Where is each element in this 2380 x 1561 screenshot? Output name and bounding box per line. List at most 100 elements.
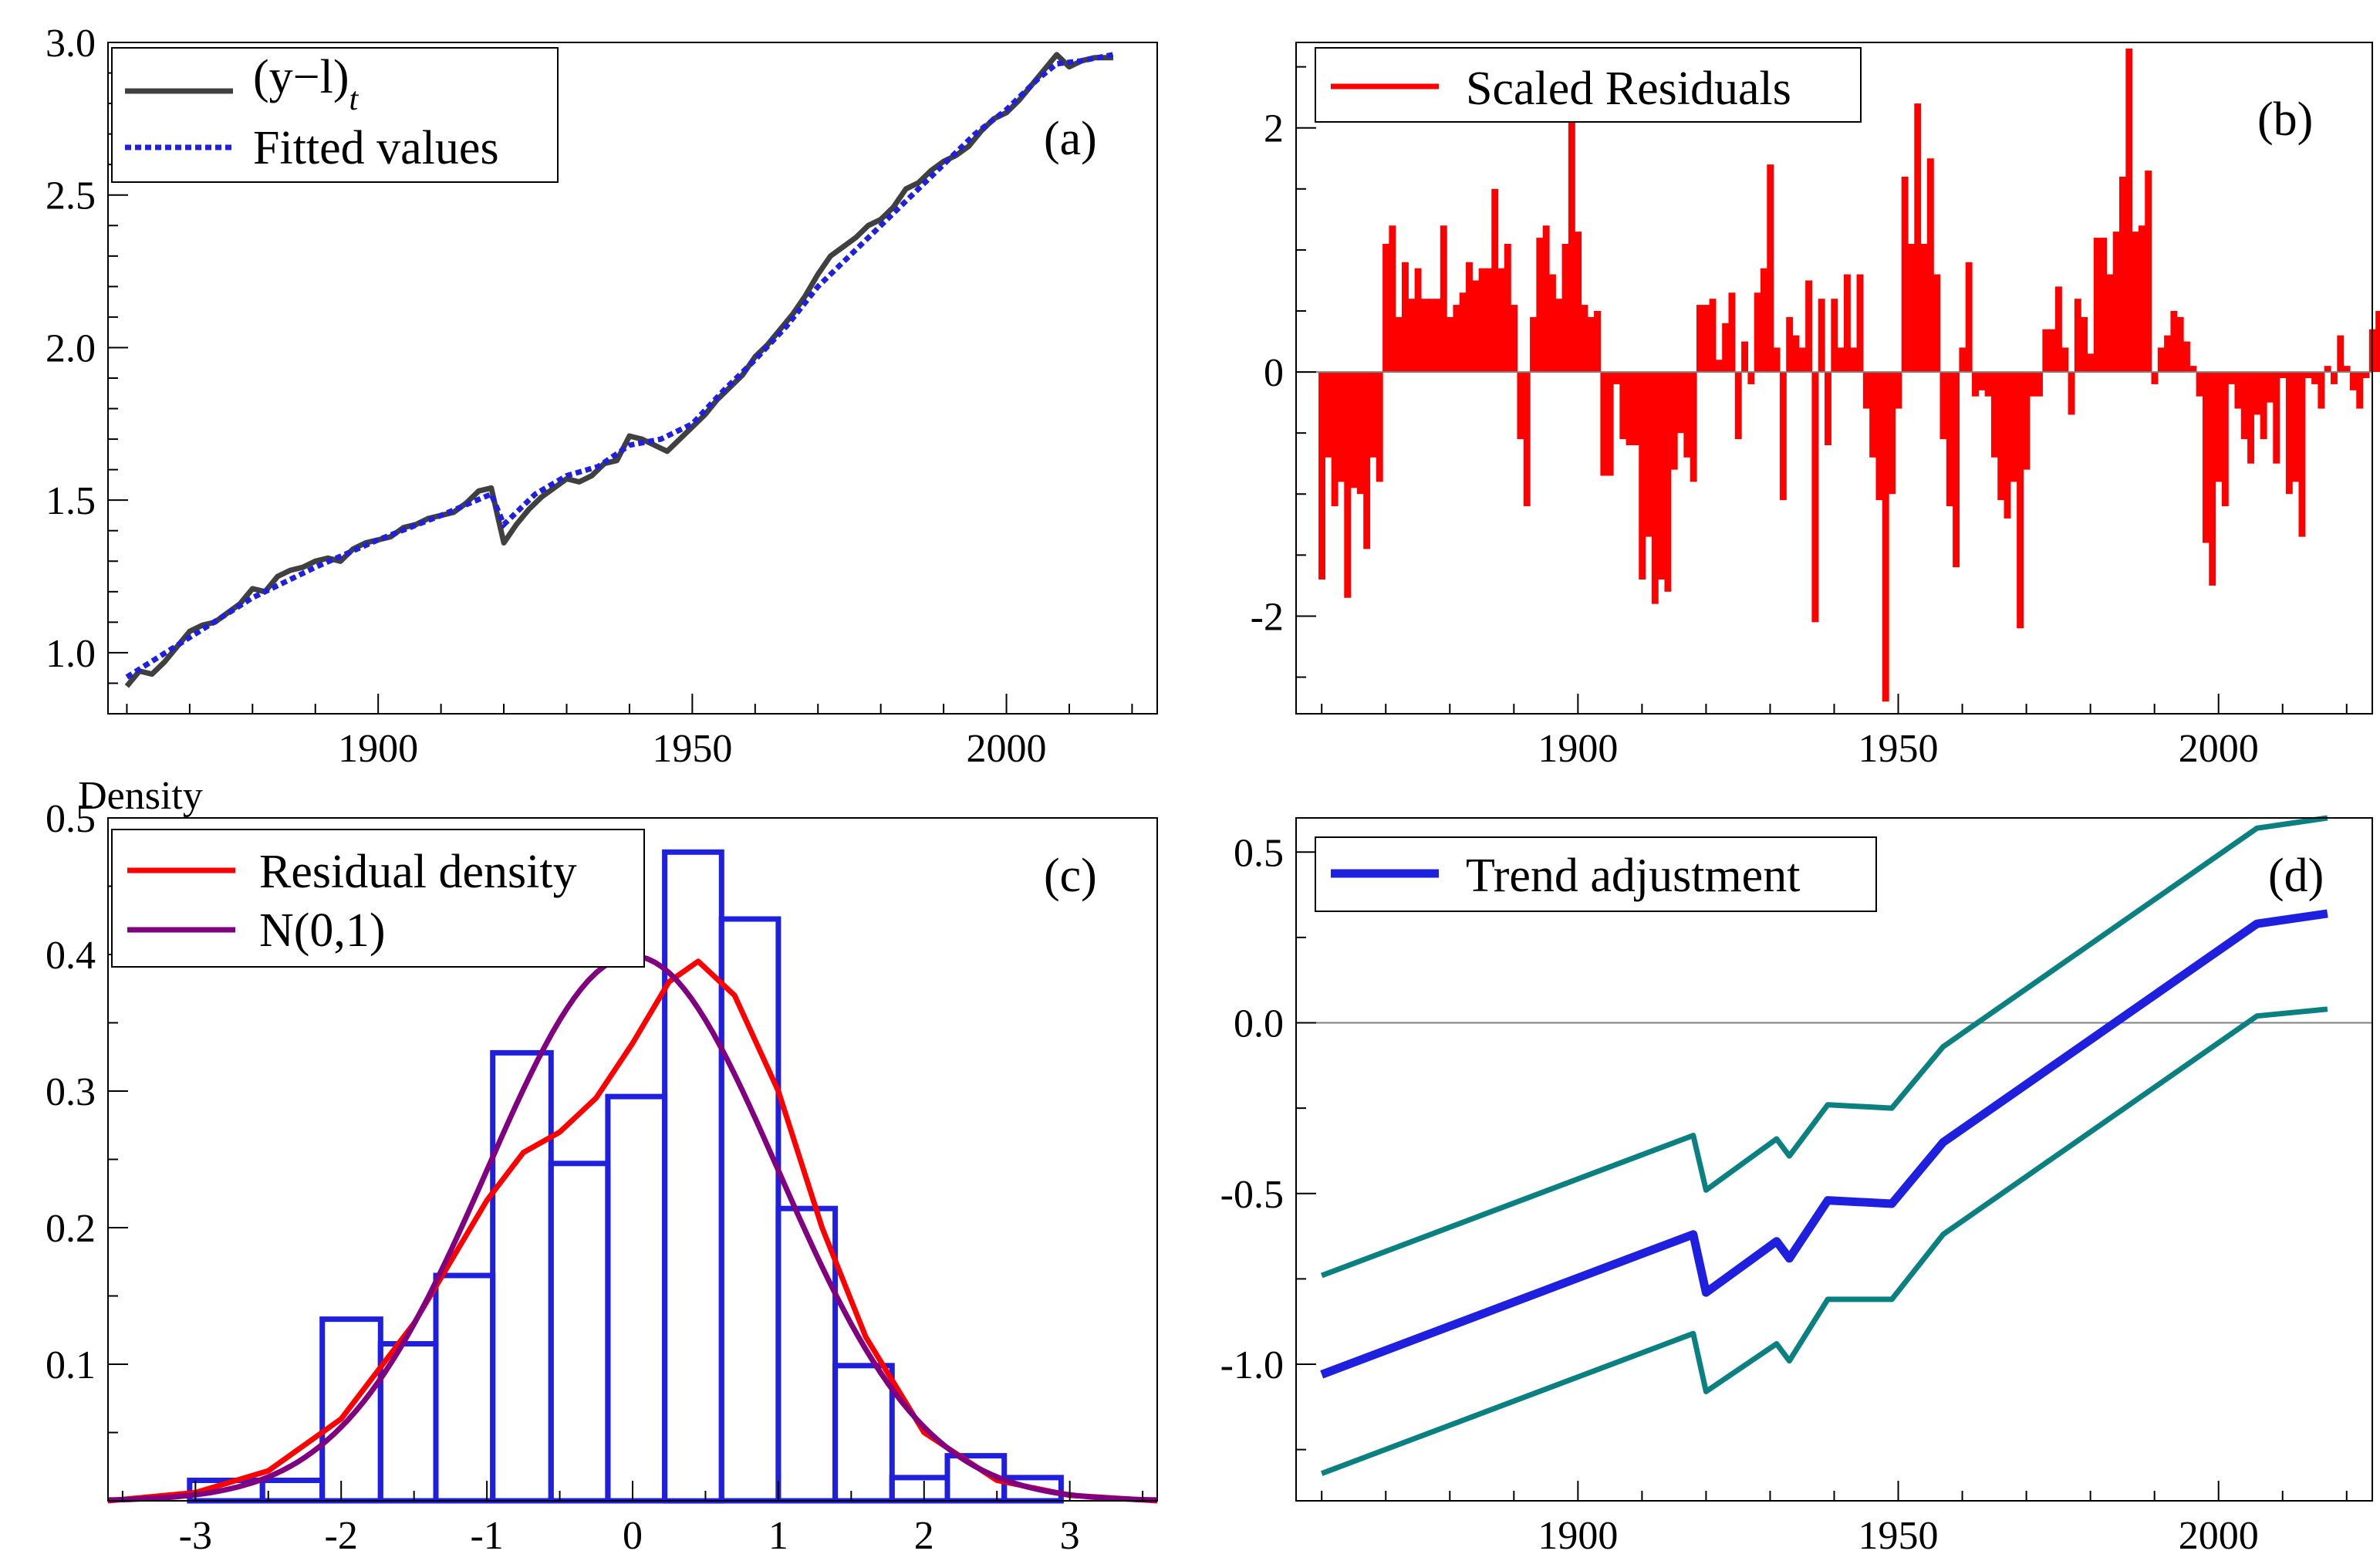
histogram-bar [548,1161,611,1504]
residual-bar [1984,372,1992,397]
residual-bar [2318,372,2325,409]
residual-bar [2343,366,2351,373]
panel-d-legend-box [1315,836,1877,912]
residual-bar [2119,177,2126,373]
residual-bar [1792,335,1800,373]
series-line-fitted [125,52,1114,680]
panel-c-y-tick-label: 0.3 [46,1070,96,1114]
residual-bar [1542,225,1550,373]
panel-a-legend-observed-subscript: t [349,82,359,117]
residual-bar [1741,341,1748,373]
residual-bar [1798,347,1806,373]
panel-c-y-tick-label: 0.4 [46,934,96,978]
residual-bar [2125,48,2133,373]
panel-c-x-tick-label: -2 [325,1514,358,1558]
residual-bar [1862,372,1870,409]
residual-bar [1664,372,1672,592]
residual-bar [2196,372,2203,397]
residual-bar [1715,360,1723,373]
residual-bar [1619,372,1627,440]
residual-bar [2164,335,2172,373]
histogram-bar [259,1478,326,1504]
residual-bar [1920,244,1928,373]
residual-bar [1344,372,1352,598]
residual-bar [1953,372,1960,568]
residual-bar [1600,372,1608,476]
residual-bar [1875,372,1883,501]
residual-bar [2176,316,2184,373]
histogram-bar [889,1475,950,1504]
panel-c-x-tick-label: 0 [623,1514,643,1558]
residual-bar [1325,372,1332,458]
residual-bar [1318,372,1325,579]
residual-bar [1613,372,1620,384]
residual-bar [1978,372,1986,390]
residual-bar [1555,299,1563,373]
residual-bar [1761,268,1767,373]
residual-bar [2170,311,2178,373]
residual-bar [1625,372,1633,445]
residual-bar [1337,372,1345,482]
residual-bar [2029,372,2037,397]
residual-bar [1497,268,1505,373]
residual-bar [2349,372,2357,390]
residual-bar [1779,372,1787,501]
residual-bar [2068,372,2075,415]
residual-bar [2279,372,2287,378]
residual-bar [2010,372,2017,482]
residual-bar [2215,372,2223,482]
residual-bar [1869,372,1877,458]
residual-bar [2112,231,2120,373]
residual-bar [1606,372,1614,476]
panel-a-x-tick-label: 1950 [652,727,732,771]
residual-bar [1843,274,1851,373]
residual-bar [1350,372,1358,488]
histogram-bar [319,1316,383,1504]
residual-bar [1395,316,1403,373]
residual-bar [1453,305,1460,373]
residual-bar [1946,372,1953,507]
residual-bar [1690,372,1697,482]
residual-bar [1331,372,1339,507]
series-line-residual-density [107,958,1158,1504]
panel-c-legend: Residual density N(0,1) [111,829,645,968]
residual-bar [1831,299,1838,373]
residual-bar [1382,244,1389,373]
residual-bar [1414,268,1422,373]
residual-bar [2228,372,2236,384]
residual-bar [1703,305,1710,373]
residual-bar [1837,347,1845,373]
panel-b-legend: Scaled Residuals [1315,47,1862,123]
residual-bar [1696,305,1703,373]
residual-bar [2023,372,2031,470]
panel-c-axis-title: Density [78,774,203,818]
panel-a-y-tick-label: 2.0 [46,326,96,370]
panel-a-y-tick-label: 3.0 [46,22,96,66]
series-line-trend [1320,909,2328,1379]
residual-bar [1882,372,1889,702]
residual-bar [2292,372,2300,482]
residual-bar [1965,262,1973,373]
residual-bar [1754,292,1761,373]
residual-bar [1389,225,1396,373]
residual-bar [2331,372,2338,384]
panel-a-y-tick-label: 1.5 [46,479,96,523]
residual-bar [1907,244,1915,373]
residual-bar [2087,353,2095,373]
residual-bar [1376,372,1383,482]
panel-a-legend-observed-base: (y−l) [253,51,349,103]
residual-bar [1825,372,1831,445]
panel-a-fitted-values: 1900 1950 2000 1.0 1.5 2.0 2.5 3.0 (y−l)t Fitte… [46,22,1158,771]
residual-bar [2221,372,2229,507]
panel-c-legend-normal: N(0,1) [259,904,386,957]
residual-bar [1939,372,1947,440]
panel-c-y-tick-label: 0.1 [46,1343,96,1387]
residual-bar [1561,244,1569,373]
histogram-bar [433,1272,496,1504]
residual-bar [2337,335,2345,373]
panel-a-x-tick-label: 2000 [967,727,1047,771]
histogram-bar [775,1205,839,1504]
residual-bar [1548,274,1556,373]
residual-bar [2362,372,2370,378]
